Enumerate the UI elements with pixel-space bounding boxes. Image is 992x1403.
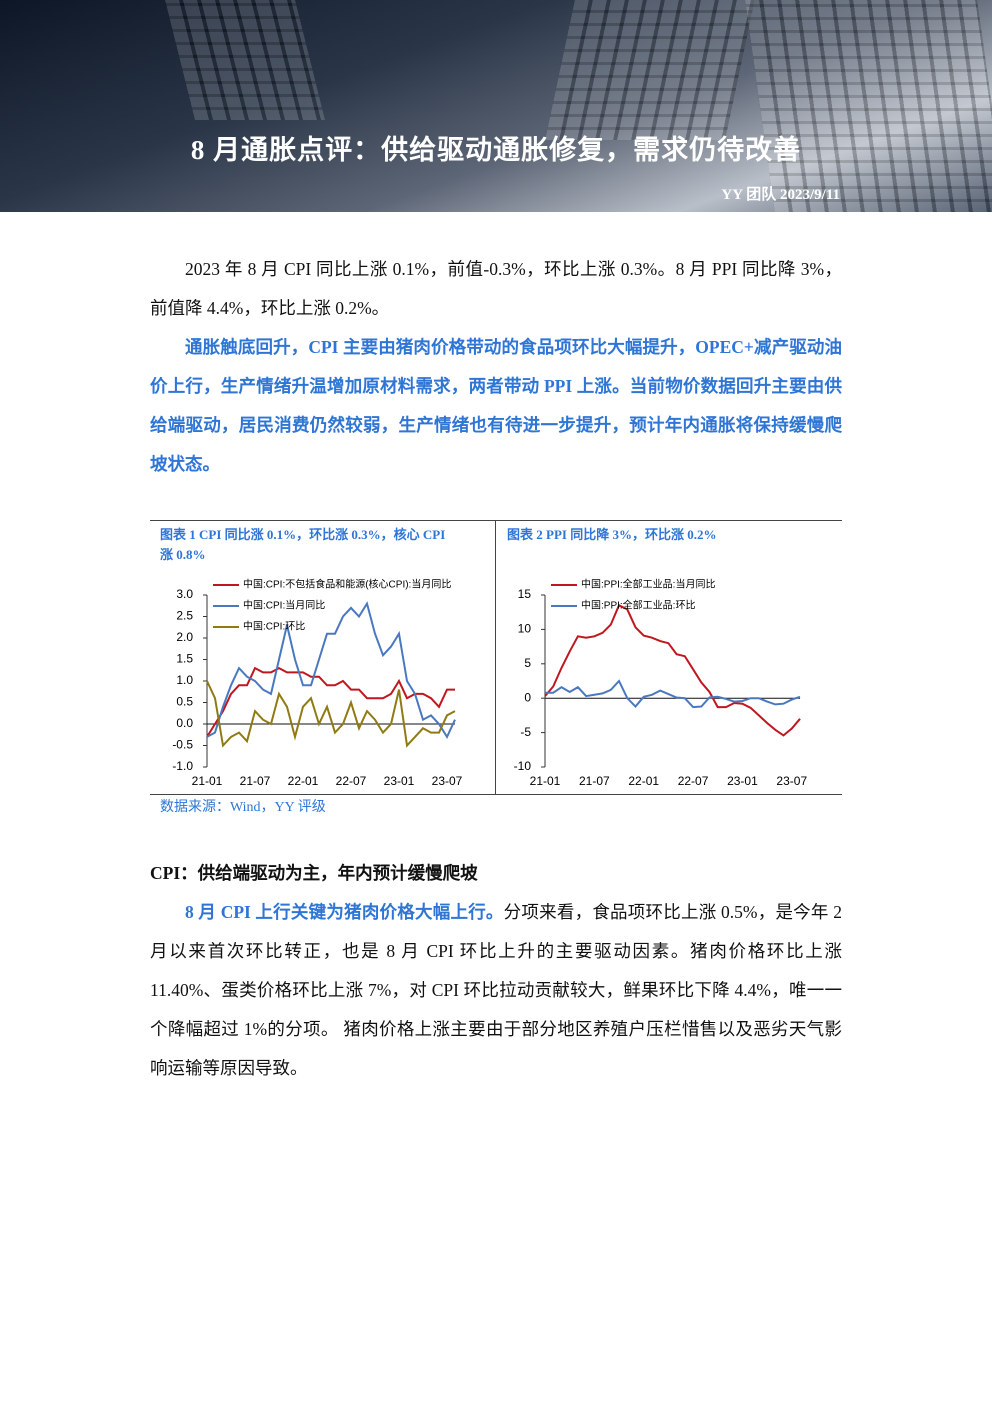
chart: -1.0 -0.5 0.0 0.5 1.0 1.5 2.0 2.5 3.0 21-01 21-07 2…: [172, 578, 463, 789]
y-tick-label: 15: [518, 587, 532, 601]
paragraph: 2023 年 8 月 CPI 同比上涨 0.1%，前值-0.3%，环比上涨 0.…: [150, 259, 842, 318]
body-text: 分项来看，食品项环比上涨 0.5%，是今年 2 月以来首次环比转正，也是 8 月…: [150, 902, 843, 1078]
y-tick-label: -0.5: [172, 738, 193, 752]
legend-label: 中国:PPI:全部工业品:当月同比: [581, 578, 715, 591]
series-line: [206, 680, 456, 748]
y-tick-label: 3.0: [176, 587, 193, 601]
series-line: [544, 603, 801, 737]
x-tick-label: 22-01: [288, 774, 319, 788]
x-tick-label: 22-07: [336, 774, 367, 788]
y-tick-label: -5: [520, 725, 531, 739]
x-tick-label: 23-01: [384, 774, 415, 788]
series-line: [206, 601, 456, 740]
y-tick-label: -10: [514, 759, 532, 773]
building: [165, 0, 325, 120]
y-tick-label: 2.0: [176, 630, 193, 644]
legend-label: 中国:CPI:不包括食品和能源(核心CPI):当月同比: [243, 578, 451, 591]
x-tick-label: 21-07: [579, 774, 610, 788]
series-line: [206, 666, 455, 738]
paragraph: 8 月 CPI 上行关键为猪肉价格大幅上行。分项来看，食品项环比上涨 0.5%，…: [150, 893, 842, 1088]
x-tick-label: 22-07: [678, 774, 709, 788]
doc-title: 8 月通胀点评：供给驱动通胀修复，需求仍待改善: [190, 135, 802, 165]
x-tick-label: 23-07: [776, 774, 807, 788]
x-tick-label: 23-01: [727, 774, 758, 788]
y-tick-label: 1.0: [176, 673, 193, 687]
x-tick-label: 23-07: [432, 774, 463, 788]
chart: -10 -5 0 5 10 15 21-01 21-07 22-01 22-07 23-01 23-0…: [514, 578, 808, 789]
y-tick-label: 2.5: [176, 609, 193, 623]
x-tick-label: 21-07: [240, 774, 271, 788]
divider: [495, 521, 496, 794]
source-note: 数据来源：Wind，YY 评级: [160, 800, 326, 815]
x-tick-label: 21-01: [530, 774, 561, 788]
y-tick-label: 10: [518, 622, 532, 636]
lead-sentence: 8 月 CPI 上行关键为猪肉价格大幅上行。: [185, 902, 504, 922]
y-tick-label: 0: [524, 690, 531, 704]
legend-label: 中国:CPI:当月同比: [243, 599, 325, 612]
paragraph: 通胀触底回升，CPI 主要由猪肉价格带动的食品项环比大幅提升，OPEC+减产驱动…: [150, 337, 842, 474]
building: [745, 0, 992, 212]
x-tick-label: 21-01: [192, 774, 223, 788]
byline: YY 团队 2023/9/11: [721, 187, 840, 203]
y-tick-label: 0.0: [176, 716, 193, 730]
legend-label: 中国:CPI:环比: [243, 620, 305, 633]
y-tick-label: -1.0: [172, 759, 193, 773]
section-heading: CPI：供给端驱动为主，年内预计缓慢爬坡: [150, 863, 478, 883]
y-tick-label: 1.5: [176, 652, 193, 666]
y-tick-label: 5: [524, 656, 531, 670]
x-tick-label: 22-01: [628, 774, 659, 788]
building: [545, 0, 755, 140]
header-banner: 8 月通胀点评：供给驱动通胀修复，需求仍待改善 YY 团队 2023/9/11: [0, 0, 992, 212]
y-tick-label: 0.5: [176, 695, 193, 709]
figure-caption: 图表 2 PPI 同比降 3%，环比涨 0.2%: [507, 527, 717, 542]
figure-panel: 图表 1 CPI 同比涨 0.1%，环比涨 0.3%，核心 CPI 涨 0.8%…: [150, 520, 842, 795]
series-line: [545, 679, 801, 709]
figure-caption: 图表 1 CPI 同比涨 0.1%，环比涨 0.3%，核心 CPI 涨 0.8%: [160, 527, 446, 562]
legend-label: 中国:PPI:全部工业品:环比: [581, 599, 695, 612]
